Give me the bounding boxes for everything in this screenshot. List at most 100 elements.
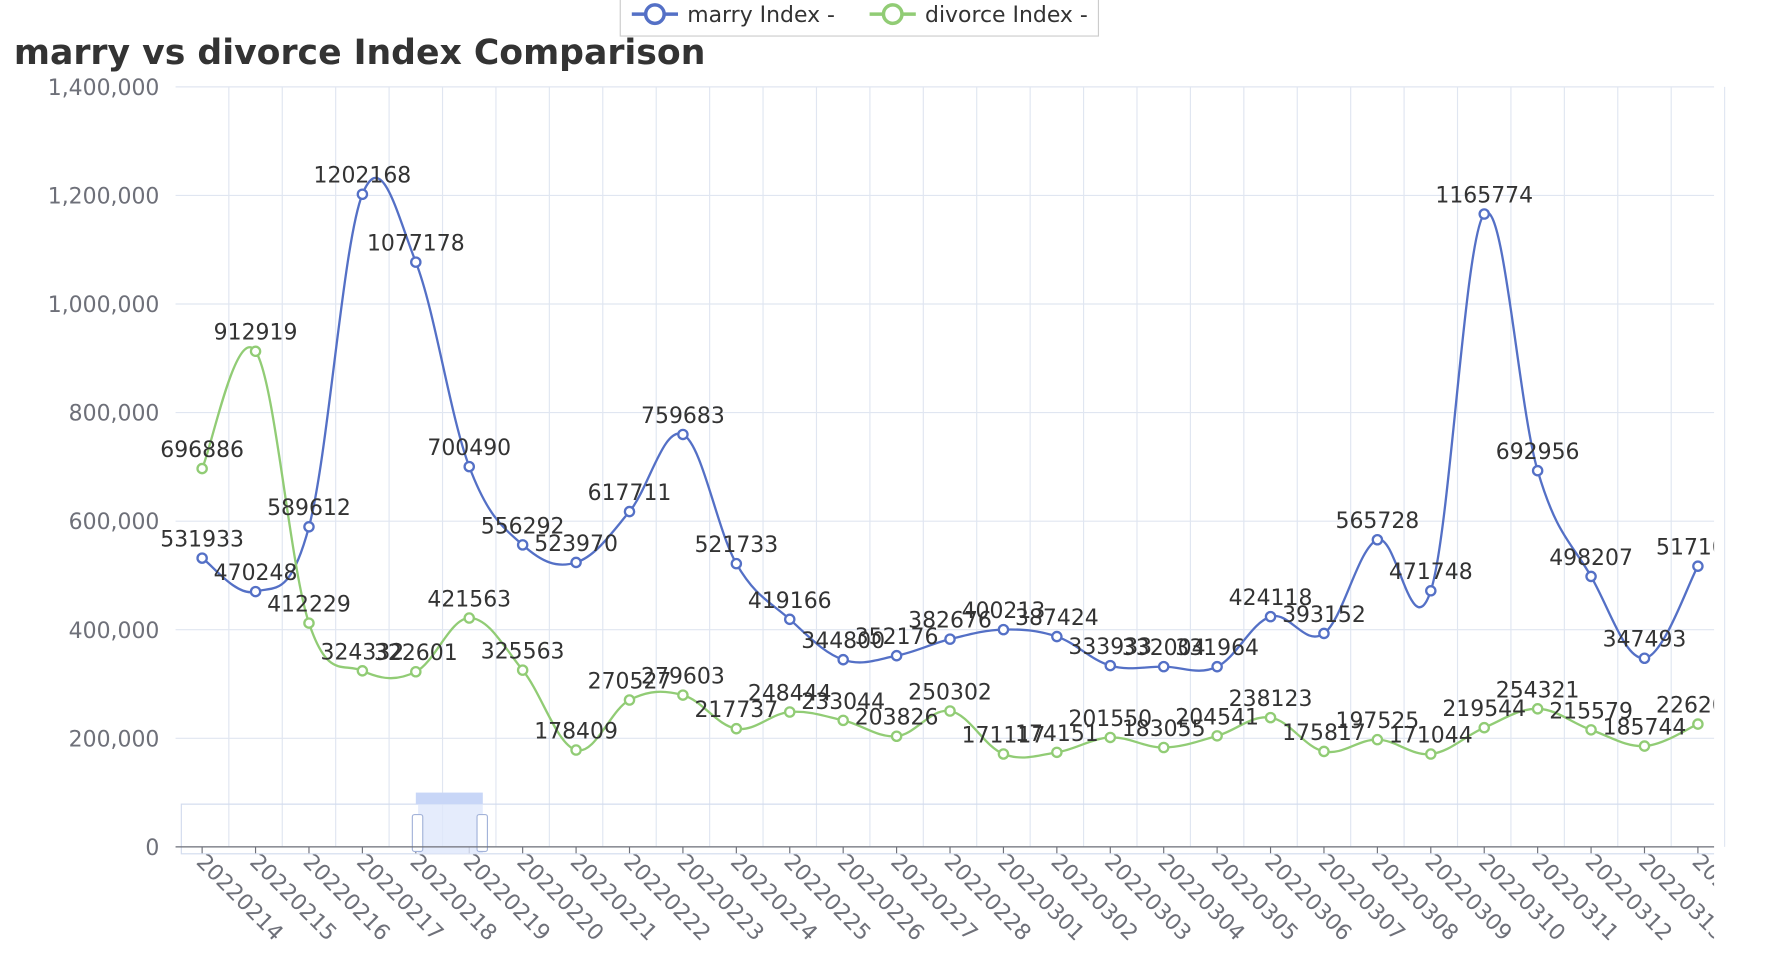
data-zoom[interactable] bbox=[180, 792, 1729, 855]
y-tick-label: 1,000,000 bbox=[48, 293, 160, 318]
data-label: 238123 bbox=[1229, 687, 1313, 712]
data-point bbox=[196, 462, 208, 475]
data-point bbox=[997, 748, 1010, 760]
data-label: 324332 bbox=[321, 640, 405, 665]
data-point bbox=[1264, 711, 1277, 724]
data-point bbox=[890, 649, 903, 662]
data-point bbox=[837, 653, 849, 666]
plot-area: 2022021420220215202202162022021720220218… bbox=[160, 164, 1740, 947]
data-label: 254321 bbox=[1496, 678, 1580, 703]
chart-title: marry vs divorce Index Comparison bbox=[14, 33, 706, 73]
data-point bbox=[1638, 652, 1651, 665]
data-label: 279603 bbox=[641, 665, 725, 690]
data-label: 1077178 bbox=[367, 232, 465, 257]
data-point bbox=[1371, 733, 1384, 746]
y-tick-label: 600,000 bbox=[69, 510, 160, 535]
y-tick-label: 200,000 bbox=[69, 727, 160, 752]
data-point bbox=[1051, 746, 1063, 759]
data-point bbox=[570, 744, 582, 756]
data-label: 531933 bbox=[160, 528, 244, 553]
data-label: 322601 bbox=[374, 641, 458, 666]
data-label: 700490 bbox=[427, 436, 511, 461]
data-label: 382676 bbox=[908, 609, 992, 634]
legend-box bbox=[619, 0, 1100, 37]
data-point bbox=[1051, 630, 1063, 643]
data-label: 498207 bbox=[1549, 546, 1633, 571]
y-tick-label: 0 bbox=[145, 836, 159, 861]
data-point bbox=[837, 714, 849, 727]
data-point bbox=[1318, 745, 1330, 758]
data-point bbox=[410, 256, 422, 268]
zoom-handle[interactable] bbox=[476, 813, 489, 853]
data-point bbox=[303, 617, 315, 629]
data-label: 248444 bbox=[748, 681, 832, 706]
y-tick-label: 1,200,000 bbox=[48, 185, 160, 210]
data-point bbox=[516, 539, 529, 551]
data-label: 470248 bbox=[214, 561, 298, 586]
data-point bbox=[196, 552, 208, 564]
data-point bbox=[249, 585, 262, 598]
data-label: 521733 bbox=[694, 533, 778, 558]
data-point bbox=[516, 664, 529, 676]
data-point bbox=[890, 730, 903, 743]
data-label: 204541 bbox=[1175, 705, 1259, 730]
data-point bbox=[730, 722, 743, 735]
data-point bbox=[1478, 721, 1491, 734]
data-label: 333933 bbox=[1068, 635, 1152, 660]
data-point bbox=[1157, 660, 1170, 673]
data-label: 270527 bbox=[588, 669, 672, 694]
data-point bbox=[1425, 748, 1437, 760]
data-label: 412229 bbox=[267, 593, 351, 618]
data-label: 589612 bbox=[267, 496, 351, 521]
data-label: 331964 bbox=[1175, 636, 1259, 661]
data-point bbox=[730, 557, 743, 570]
data-point bbox=[1531, 464, 1544, 477]
data-point bbox=[1585, 570, 1597, 583]
data-label: 226200 bbox=[1656, 694, 1740, 719]
data-point bbox=[356, 665, 369, 677]
data-point bbox=[677, 428, 689, 441]
data-label: 400213 bbox=[962, 599, 1046, 624]
data-label: 344800 bbox=[801, 629, 885, 654]
data-point bbox=[677, 689, 689, 701]
data-point bbox=[1104, 659, 1117, 672]
data-label: 759683 bbox=[641, 404, 725, 429]
data-point bbox=[623, 505, 636, 518]
data-label: 332004 bbox=[1122, 636, 1206, 661]
data-point bbox=[1211, 660, 1223, 673]
data-point bbox=[1478, 208, 1491, 220]
data-point bbox=[1211, 730, 1223, 742]
data-point bbox=[463, 460, 476, 473]
data-point bbox=[1692, 560, 1704, 572]
data-label: 565728 bbox=[1336, 509, 1420, 534]
data-label: 517100 bbox=[1656, 536, 1740, 561]
zoom-window[interactable] bbox=[418, 804, 483, 854]
data-point bbox=[1638, 740, 1651, 752]
data-point bbox=[1371, 533, 1384, 546]
data-label: 185744 bbox=[1603, 715, 1687, 740]
data-label: 233044 bbox=[801, 690, 885, 715]
data-label: 175817 bbox=[1282, 721, 1366, 746]
data-label: 387424 bbox=[1015, 606, 1099, 631]
data-label: 171117 bbox=[962, 723, 1046, 748]
grid bbox=[175, 86, 1726, 848]
data-point bbox=[463, 612, 476, 624]
data-label: 393152 bbox=[1282, 603, 1366, 628]
data-point bbox=[1318, 627, 1330, 640]
data-point bbox=[1585, 724, 1597, 736]
legend-icon-marker bbox=[643, 3, 666, 26]
legend-label: marry Index - bbox=[687, 3, 835, 28]
data-label: 912919 bbox=[214, 321, 298, 346]
data-label: 174151 bbox=[1015, 722, 1099, 747]
series-line bbox=[201, 346, 1699, 759]
data-label: 201550 bbox=[1068, 707, 1152, 732]
data-label: 347493 bbox=[1603, 628, 1687, 653]
data-label: 424118 bbox=[1229, 586, 1313, 611]
data-label: 523970 bbox=[534, 532, 618, 557]
data-point bbox=[997, 623, 1010, 636]
zoom-handle[interactable] bbox=[411, 813, 424, 853]
zoom-handle-bar[interactable] bbox=[415, 792, 483, 805]
data-label: 183055 bbox=[1122, 717, 1206, 742]
data-label: 1202168 bbox=[314, 164, 412, 189]
